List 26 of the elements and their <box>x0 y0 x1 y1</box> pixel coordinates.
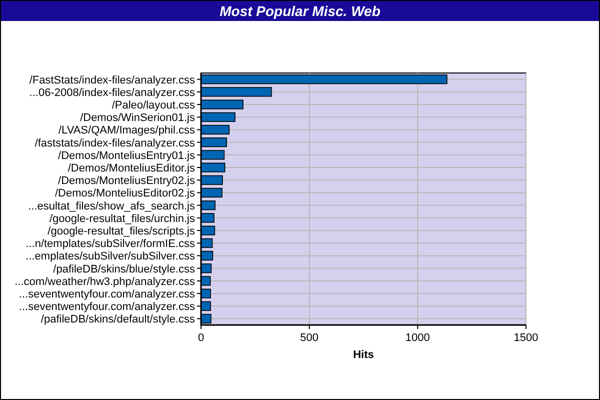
y-tick-label: /Demos/MonteliusEntry02.js <box>58 175 196 188</box>
x-tick-label: 500 <box>300 332 319 344</box>
y-tick-label: /Paleo/layout.css <box>112 100 196 112</box>
y-tick-label: ...emplates/subSilver/subSilver.css <box>26 250 196 263</box>
chart-title: Most Popular Misc. Web <box>220 3 381 19</box>
x-axis-title: Hits <box>353 349 374 361</box>
y-tick-label: /pafileDB/skins/blue/style.css <box>53 263 196 276</box>
y-tick-label: /Demos/MonteliusEntry01.js <box>58 150 196 162</box>
y-tick-label: ...06-2008/index-files/analyzer.css <box>29 86 196 99</box>
y-tick-label: ...seventwentyfour.com/analyzer.css <box>18 288 196 300</box>
y-tick-label: /Demos/MonteliusEditor.js <box>68 162 196 174</box>
y-tick-label: /FastStats/index-files/analyzer.css <box>29 74 196 86</box>
y-tick-label: /pafileDB/skins/default/style.css <box>40 314 196 326</box>
y-tick-label: /faststats/index-files/analyzer.css <box>34 137 196 150</box>
x-tick-label: 1000 <box>405 332 430 344</box>
y-tick-label: ...n/templates/subSilver/formIE.css <box>26 238 196 250</box>
y-tick-label: /LVAS/QAM/Images/phil.css <box>58 124 196 137</box>
y-tick-label: ...com/weather/hw3.php/analyzer.css <box>14 276 196 288</box>
y-tick-label: /google-resultat_files/scripts.js <box>48 226 196 238</box>
x-tick-label: 0 <box>198 332 204 344</box>
y-tick-label: /Demos/WinSerion01.js <box>80 112 196 124</box>
y-tick-label: /google-resultat_files/urchin.js <box>49 212 196 225</box>
y-tick-label: ...seventwentyfour.com/analyzer.css <box>18 301 196 314</box>
y-tick-label: ...esultat_files/show_afs_search.js <box>28 200 196 212</box>
y-tick-label: /Demos/MonteliusEditor02.js <box>54 188 196 200</box>
x-tick-label: 1500 <box>514 332 538 344</box>
